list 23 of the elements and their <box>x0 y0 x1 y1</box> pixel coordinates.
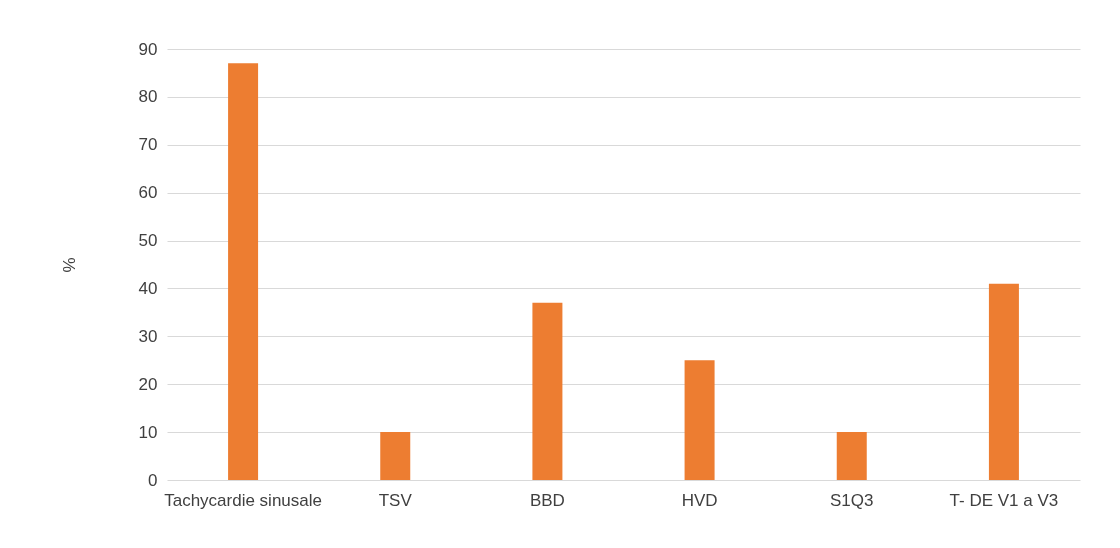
y-tick-label: 70 <box>138 135 158 155</box>
x-tick-label: TSV <box>378 490 413 510</box>
x-tick-label: BBD <box>529 490 565 510</box>
x-tick-label: T- DE V1 a V3 <box>949 490 1059 510</box>
y-tick-label: 0 <box>148 470 158 490</box>
bar <box>836 432 867 480</box>
x-tick-label: HVD <box>681 490 718 510</box>
bar <box>988 283 1019 480</box>
y-tick-label: 30 <box>138 326 158 346</box>
y-tick-label: 80 <box>138 87 158 107</box>
x-tick-label: Tachycardie sinusale <box>164 490 322 510</box>
y-tick-label: 50 <box>138 231 158 251</box>
y-tick-label: 20 <box>138 374 158 394</box>
bar <box>532 302 563 480</box>
bar <box>228 63 259 480</box>
y-tick-label: 60 <box>138 183 158 203</box>
x-tick-label: S1Q3 <box>830 490 874 510</box>
bar <box>684 360 715 480</box>
y-axis-title: % <box>59 257 79 273</box>
y-tick-label: 40 <box>138 278 158 298</box>
y-tick-label: 10 <box>138 422 158 442</box>
bar <box>380 432 411 480</box>
y-tick-label: 90 <box>138 39 158 59</box>
